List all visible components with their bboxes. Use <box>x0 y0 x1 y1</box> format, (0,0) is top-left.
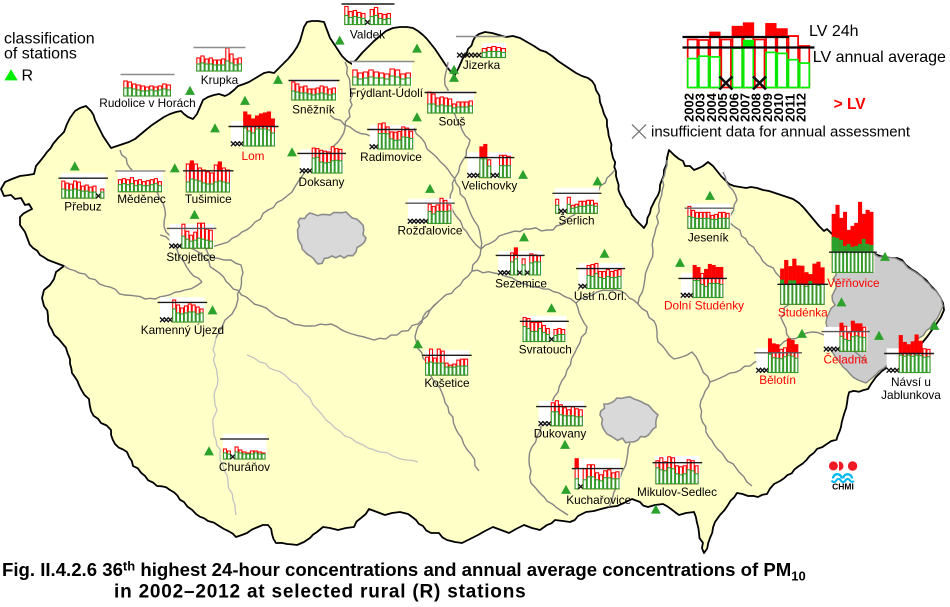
svg-text:Sezemice: Sezemice <box>495 277 547 291</box>
svg-text:Fig. II.4.2.6 36th highest 24: Fig. II.4.2.6 36th highest 24-hour conce… <box>2 559 806 584</box>
svg-text:CHMI: CHMI <box>832 482 854 492</box>
svg-text:2005: 2005 <box>715 93 730 122</box>
svg-text:Jablunkova: Jablunkova <box>881 388 941 402</box>
svg-text:Churáňov: Churáňov <box>219 460 270 474</box>
svg-text:Návsí u: Návsí u <box>891 375 931 389</box>
svg-text:Mikulov-Sedlec: Mikulov-Sedlec <box>637 485 717 499</box>
svg-text:Jeseník: Jeseník <box>688 231 729 245</box>
svg-text:> LV: > LV <box>834 96 867 113</box>
svg-text:2008: 2008 <box>749 93 764 122</box>
svg-text:Strojetice: Strojetice <box>166 250 216 264</box>
svg-text:2009: 2009 <box>760 93 775 122</box>
svg-text:Jizerka: Jizerka <box>463 58 501 72</box>
svg-text:Ústí n.Orl.: Ústí n.Orl. <box>574 289 627 303</box>
svg-text:Dukovany: Dukovany <box>534 427 587 441</box>
svg-text:LV 24h: LV 24h <box>809 23 859 40</box>
svg-text:Kamenný Újezd: Kamenný Újezd <box>141 323 224 337</box>
svg-text:Tušimice: Tušimice <box>185 192 232 206</box>
svg-text:Lom: Lom <box>242 149 265 163</box>
svg-text:Valdek: Valdek <box>350 28 385 42</box>
svg-text:2007: 2007 <box>738 93 753 122</box>
svg-text:Radimovice: Radimovice <box>360 150 422 164</box>
svg-text:LV annual average: LV annual average <box>813 49 946 66</box>
svg-text:Rožďalovice: Rožďalovice <box>398 224 463 238</box>
svg-text:2012: 2012 <box>794 93 809 122</box>
svg-text:Souš: Souš <box>439 115 466 129</box>
svg-text:Kuchařovice: Kuchařovice <box>566 493 631 507</box>
svg-text:insufficient data for annual a: insufficient data for annual assessment <box>651 124 911 141</box>
svg-text:in 2002–2012 at selected rural: in 2002–2012 at selected rural (R) stati… <box>114 582 526 603</box>
svg-text:classification: classification <box>4 30 95 47</box>
svg-text:2011: 2011 <box>782 94 797 122</box>
svg-text:Čeladná: Čeladná <box>824 353 868 367</box>
svg-text:Frýdlant-Údolí: Frýdlant-Údolí <box>349 86 424 100</box>
svg-text:Bělotín: Bělotín <box>759 373 796 387</box>
svg-text:R: R <box>22 67 34 84</box>
svg-text:Krupka: Krupka <box>201 73 239 87</box>
svg-text:Svratouch: Svratouch <box>519 343 572 357</box>
svg-text:2004: 2004 <box>704 92 719 122</box>
svg-text:2010: 2010 <box>771 93 786 122</box>
svg-text:Dolní Studénky: Dolní Studénky <box>664 299 744 313</box>
svg-text:Šerlich: Šerlich <box>558 214 594 228</box>
svg-text:Přebuz: Přebuz <box>64 200 101 214</box>
svg-text:Doksany: Doksany <box>299 175 345 189</box>
svg-text:2003: 2003 <box>693 93 708 122</box>
svg-text:Sněžník: Sněžník <box>292 103 335 117</box>
svg-text:Studénka: Studénka <box>778 306 828 320</box>
svg-text:of stations: of stations <box>4 46 77 63</box>
svg-text:2006: 2006 <box>726 93 741 122</box>
svg-text:Velichovky: Velichovky <box>462 179 518 193</box>
svg-text:Rudolice v Horách: Rudolice v Horách <box>99 96 195 110</box>
svg-text:2002: 2002 <box>682 93 697 122</box>
svg-text:Věřňovice: Věřňovice <box>827 276 880 290</box>
svg-text:Měděnec: Měděnec <box>117 192 166 206</box>
svg-text:Košetice: Košetice <box>424 376 470 390</box>
